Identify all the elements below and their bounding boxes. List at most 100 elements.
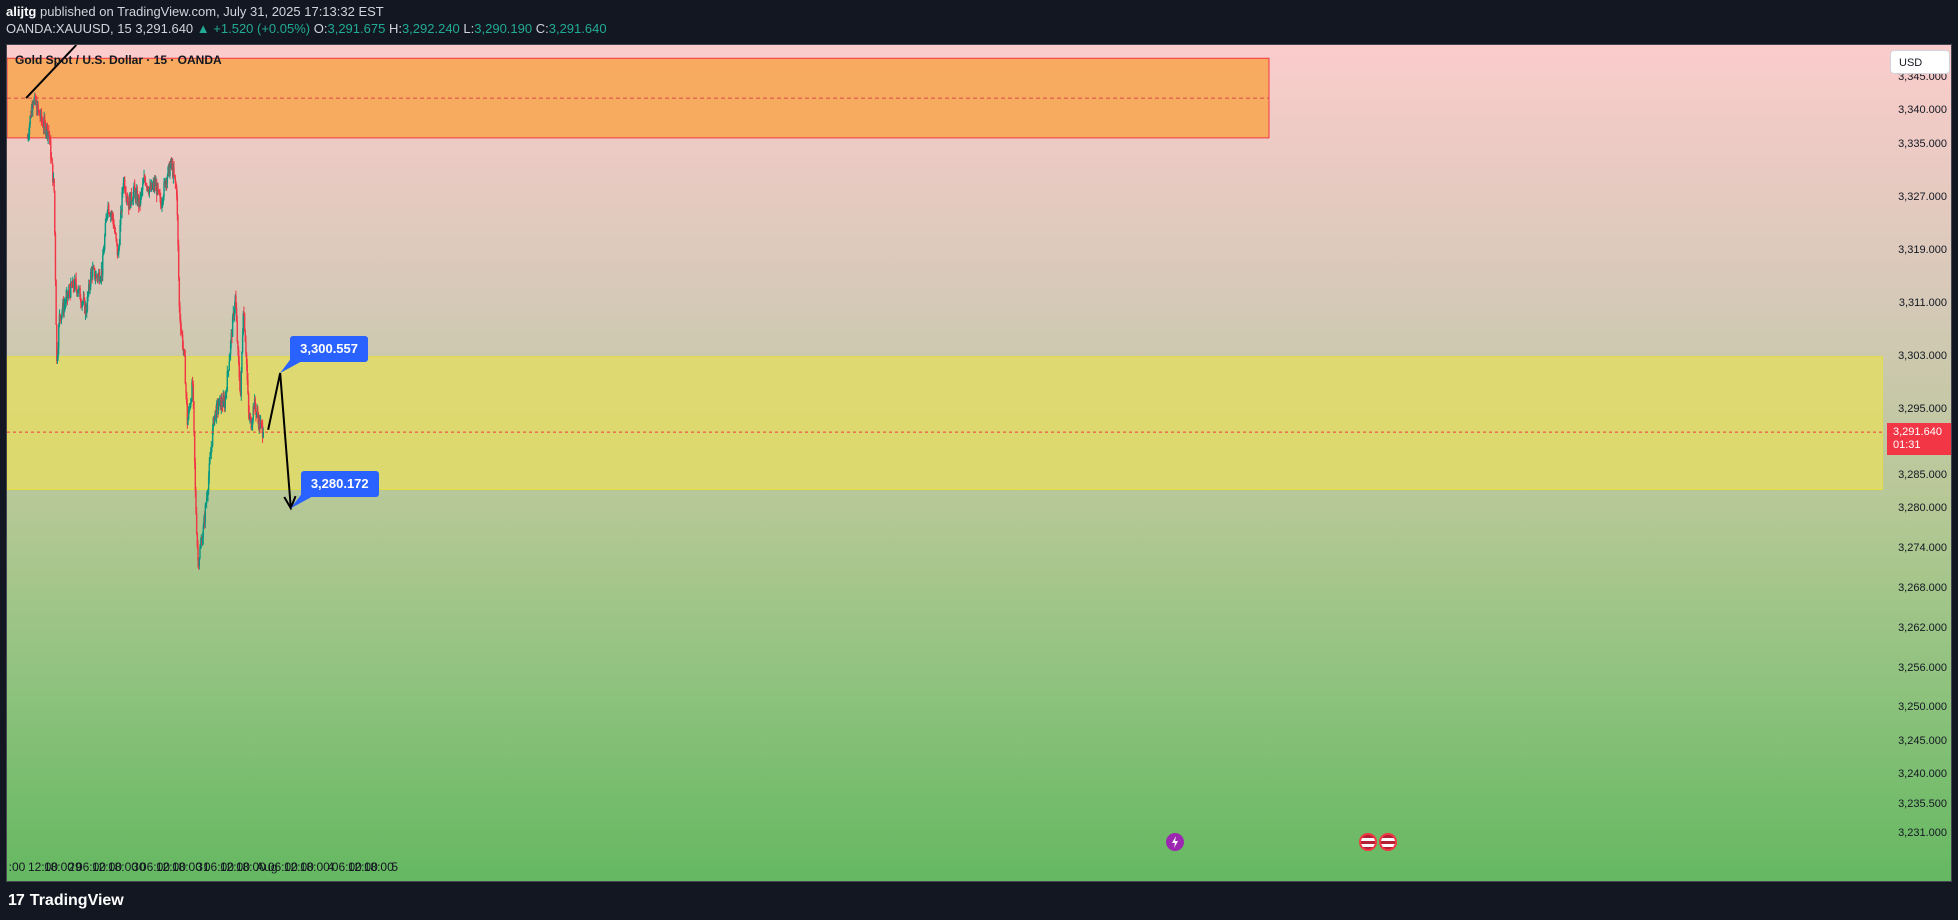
symbol-label[interactable]: OANDA:XAUUSD, 15 (6, 21, 132, 36)
candle (221, 392, 223, 411)
time-tick-label: Aug (256, 860, 278, 874)
demand-zone[interactable] (7, 356, 1883, 490)
publish-line: alijtg published on TradingView.com, Jul… (6, 4, 384, 19)
open-label: O: (313, 21, 328, 36)
candle (251, 418, 254, 431)
us-flag-event-icon[interactable] (1359, 833, 1377, 851)
candle (247, 372, 249, 395)
candle (235, 290, 237, 309)
candle (96, 273, 98, 282)
time-tick-label: 18:00 (299, 860, 330, 874)
candle (174, 174, 177, 190)
price-tick-label: 3,245.000 (1898, 734, 1947, 747)
trendline[interactable] (25, 45, 78, 99)
tradingview-logo[interactable]: 17 TradingView (8, 892, 124, 910)
callout-upper-target[interactable]: 3,300.557 (290, 335, 368, 362)
candle (48, 130, 51, 145)
time-tick-label: 18:00 (107, 860, 138, 874)
author-name[interactable]: alijtg (6, 4, 37, 19)
time-tick-label: 06:00 (139, 860, 170, 874)
time-tick-label: 5 (391, 860, 399, 874)
candle (148, 188, 151, 198)
candle (54, 190, 56, 237)
price-tick-label: 3,231.000 (1898, 827, 1947, 840)
candle (120, 205, 122, 232)
candle (236, 315, 238, 344)
candle (130, 187, 133, 207)
us-flag-event-icon[interactable] (1379, 833, 1397, 851)
dividend-event-icon[interactable] (1166, 833, 1184, 851)
candle (204, 502, 207, 529)
time-tick-label: 29 (68, 860, 82, 874)
price-tick-label: 3,256.000 (1898, 661, 1947, 674)
candle (72, 279, 75, 293)
candle (238, 355, 240, 382)
bar-countdown: 01:31 (1893, 439, 1921, 452)
candle (37, 101, 39, 116)
candle (134, 179, 136, 191)
price-tick-label: 3,345.000 (1898, 71, 1947, 84)
candle (242, 311, 244, 336)
candle (125, 186, 127, 203)
candle (218, 398, 220, 407)
callout-lower-target[interactable]: 3,280.172 (300, 471, 379, 498)
candle (32, 100, 34, 117)
candle (47, 130, 49, 144)
candle (252, 402, 254, 424)
time-tick-label: 06:00 (203, 860, 234, 874)
candle (92, 261, 94, 280)
candle (38, 110, 41, 116)
candle (76, 285, 78, 297)
candle (78, 285, 80, 297)
low-label: L: (463, 21, 475, 36)
price-tick-label: 3,303.000 (1898, 349, 1947, 362)
price-tick-label: 3,340.000 (1898, 104, 1947, 117)
open-value: 3,291.675 (327, 21, 386, 36)
price-tick-label: 3,235.500 (1898, 797, 1947, 810)
candle (244, 328, 246, 343)
candle (195, 506, 198, 536)
candle (42, 116, 44, 128)
candle (140, 187, 143, 200)
time-axis[interactable]: :00 12:00 18:00 29 06:00 12:00 18:00 30 06:00 12:… (7, 851, 1883, 881)
candle (87, 293, 89, 302)
zones-layer (7, 57, 1883, 490)
candle (85, 302, 87, 316)
candle (43, 111, 45, 135)
price-plot[interactable] (7, 45, 1883, 851)
candle (110, 211, 112, 223)
time-tick-label: 18:00 (171, 860, 202, 874)
candle (198, 557, 201, 570)
candle (52, 163, 54, 186)
candle (88, 279, 90, 297)
candle (167, 165, 169, 178)
candle (225, 392, 227, 400)
price-axis[interactable]: 3,345.000 3,340.000 3,335.000 3,327.000 3,31… (1883, 45, 1951, 881)
candle (243, 312, 246, 333)
candle (158, 189, 161, 196)
currency-button[interactable]: USD (1890, 50, 1950, 74)
candle (64, 297, 66, 312)
candle (140, 192, 142, 207)
last-price-value: 3,291.640 (1893, 426, 1942, 439)
ohlc-line: OANDA:XAUUSD, 15 3,291.640 ▲ +1.520 (+0.… (6, 21, 607, 36)
price-tick-label: 3,250.000 (1898, 701, 1947, 714)
candle (207, 488, 209, 502)
candle (227, 369, 230, 378)
candle (161, 197, 163, 212)
candle (262, 427, 264, 439)
time-tick-label: 12:00 (219, 860, 250, 874)
candle (230, 329, 232, 349)
price-tick-label: 3,319.000 (1898, 243, 1947, 256)
candle (82, 291, 85, 305)
time-tick-label: 12:00 (91, 860, 122, 874)
close-value: 3,291.640 (548, 21, 607, 36)
price-tick-label: 3,295.000 (1898, 402, 1947, 415)
candle (30, 103, 33, 119)
candle (58, 322, 60, 355)
candle (235, 302, 238, 323)
last-price-tag: 3,291.640 01:31 (1887, 423, 1951, 456)
chart-frame[interactable]: Gold Spot / U.S. Dollar · 15 · OANDA 3,3… (6, 44, 1952, 882)
candle (63, 298, 65, 318)
candle (261, 419, 264, 443)
